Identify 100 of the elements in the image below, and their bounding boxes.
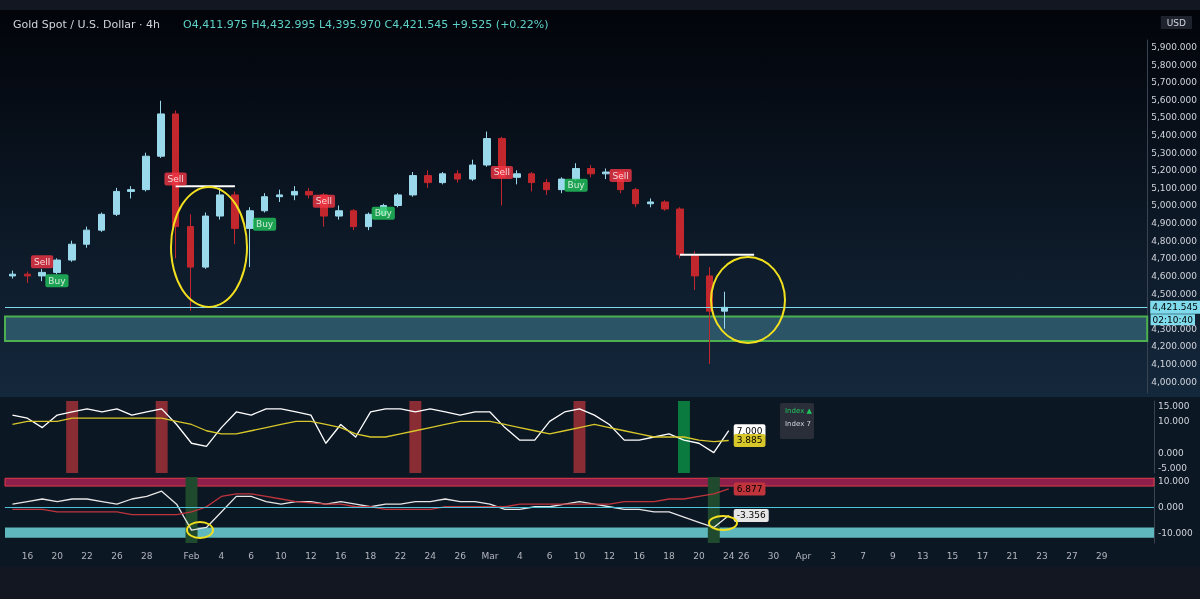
x-tick-label: 10 <box>573 550 586 561</box>
x-tick-label: 22 <box>394 550 407 561</box>
ref-line-label: 4,421.545 <box>1152 302 1199 313</box>
y-tick-label: 0.000 <box>1158 447 1185 458</box>
candlestick <box>291 185 298 201</box>
x-tick-label: 26 <box>111 550 123 561</box>
candlestick <box>53 257 61 275</box>
x-tick-label: 27 <box>1066 550 1078 561</box>
line-series <box>11 408 730 454</box>
y-tick-label: 0.000 <box>1158 501 1185 512</box>
candlestick <box>9 270 16 280</box>
x-tick-label: 24 <box>722 550 735 561</box>
x-tick-label: 10 <box>275 550 288 561</box>
candlestick <box>142 152 150 192</box>
y-tick-label: 5,100.000 <box>1151 182 1198 193</box>
line-series <box>11 417 730 443</box>
candlestick <box>276 189 283 203</box>
x-tick-label: Mar <box>481 550 499 561</box>
candlestick <box>202 212 209 270</box>
y-tick-label: 4,800.000 <box>1151 235 1198 246</box>
y-tick-label: 4,300.000 <box>1151 323 1198 334</box>
candlestick <box>513 169 521 185</box>
x-tick-label: 24 <box>424 550 437 561</box>
y-tick-label: 4,500.000 <box>1151 288 1198 299</box>
x-tick-label: 15 <box>946 550 959 561</box>
y-axis-title: USD <box>1166 17 1187 28</box>
candlestick <box>350 208 357 231</box>
candlestick <box>647 197 654 208</box>
candlestick <box>424 169 432 189</box>
y-tick-label: 15.000 <box>1158 400 1190 411</box>
x-tick-label: 26 <box>454 550 467 561</box>
candlestick <box>676 206 684 259</box>
candlestick <box>24 271 31 284</box>
x-tick-label: 18 <box>663 550 676 561</box>
x-tick-label: 21 <box>1006 550 1018 561</box>
x-tick-label: 12 <box>603 550 616 561</box>
x-tick-label: Feb <box>183 550 200 561</box>
x-tick-label: 30 <box>767 550 780 561</box>
x-tick-label: 16 <box>335 550 347 561</box>
x-tick-label: 16 <box>633 550 646 561</box>
candlestick <box>661 199 669 212</box>
y-tick-label: -5.000 <box>1158 463 1188 474</box>
candlestick <box>246 206 254 268</box>
candlestick <box>38 268 46 282</box>
y-tick-label: 5,000.000 <box>1151 200 1198 211</box>
data-label: 3.885 <box>736 435 763 446</box>
x-tick-label: 29 <box>1096 550 1108 561</box>
candlestick <box>528 171 535 192</box>
x-tick-label: Apr <box>795 550 812 561</box>
y-tick-label: 5,400.000 <box>1151 130 1198 141</box>
candlestick <box>572 162 580 182</box>
x-tick-label: 9 <box>890 550 896 561</box>
candlestick <box>335 205 343 221</box>
y-tick-label: 5,500.000 <box>1151 112 1198 123</box>
chart-subtitle: O4,411.975 H4,432.995 L4,395.970 C4,421.545 +9.525 (+0.22%) <box>183 18 549 31</box>
candlestick <box>632 187 639 208</box>
candlestick <box>261 192 268 214</box>
candlestick <box>187 213 194 312</box>
candlestick <box>439 171 446 185</box>
y-tick-label: 5,600.000 <box>1151 94 1198 105</box>
data-label: 6.877 <box>736 483 763 494</box>
y-tick-label: 5,900.000 <box>1151 42 1198 53</box>
data-label: 7.000 <box>736 425 763 436</box>
y-tick-label: 4,700.000 <box>1151 253 1198 264</box>
candlestick <box>98 212 105 233</box>
y-tick-label: 4,200.000 <box>1151 341 1198 352</box>
y-tick-label: 5,700.000 <box>1151 77 1198 88</box>
candlestick <box>454 169 461 184</box>
chart-title: Gold Spot / U.S. Dollar · 4h <box>13 18 161 31</box>
x-tick-label: 6 <box>546 550 553 561</box>
y-tick-label: -10.000 <box>1158 527 1194 538</box>
x-tick-label: 6 <box>248 550 255 561</box>
candlestick <box>113 187 120 217</box>
x-tick-label: 22 <box>81 550 93 561</box>
candlestick <box>127 185 135 199</box>
y-tick-label: 5,300.000 <box>1151 147 1198 158</box>
candlestick <box>469 159 476 182</box>
candlestick <box>483 131 491 168</box>
x-tick-label: 4 <box>516 550 523 561</box>
x-tick-label: 17 <box>976 550 989 561</box>
x-tick-label: 7 <box>860 550 866 561</box>
candlestick <box>83 226 90 249</box>
x-tick-label: 28 <box>141 550 153 561</box>
y-tick-label: 10.000 <box>1158 475 1190 486</box>
candlestick <box>587 164 595 178</box>
x-tick-label: 4 <box>218 550 225 561</box>
candlestick <box>691 250 699 291</box>
candlestick <box>543 178 550 196</box>
x-tick-label: 26 <box>737 550 750 561</box>
y-tick-label: 5,800.000 <box>1151 59 1198 70</box>
candlestick <box>365 212 372 231</box>
data-label: -3.356 <box>736 510 767 521</box>
candlestick <box>157 100 165 159</box>
candlestick <box>394 192 402 208</box>
x-tick-label: 20 <box>693 550 705 561</box>
candlestick <box>305 187 313 199</box>
x-tick-label: 16 <box>21 550 34 561</box>
y-tick-label: 5,200.000 <box>1151 165 1198 176</box>
y-tick-label: 4,600.000 <box>1151 270 1198 281</box>
candlestick <box>409 171 417 198</box>
